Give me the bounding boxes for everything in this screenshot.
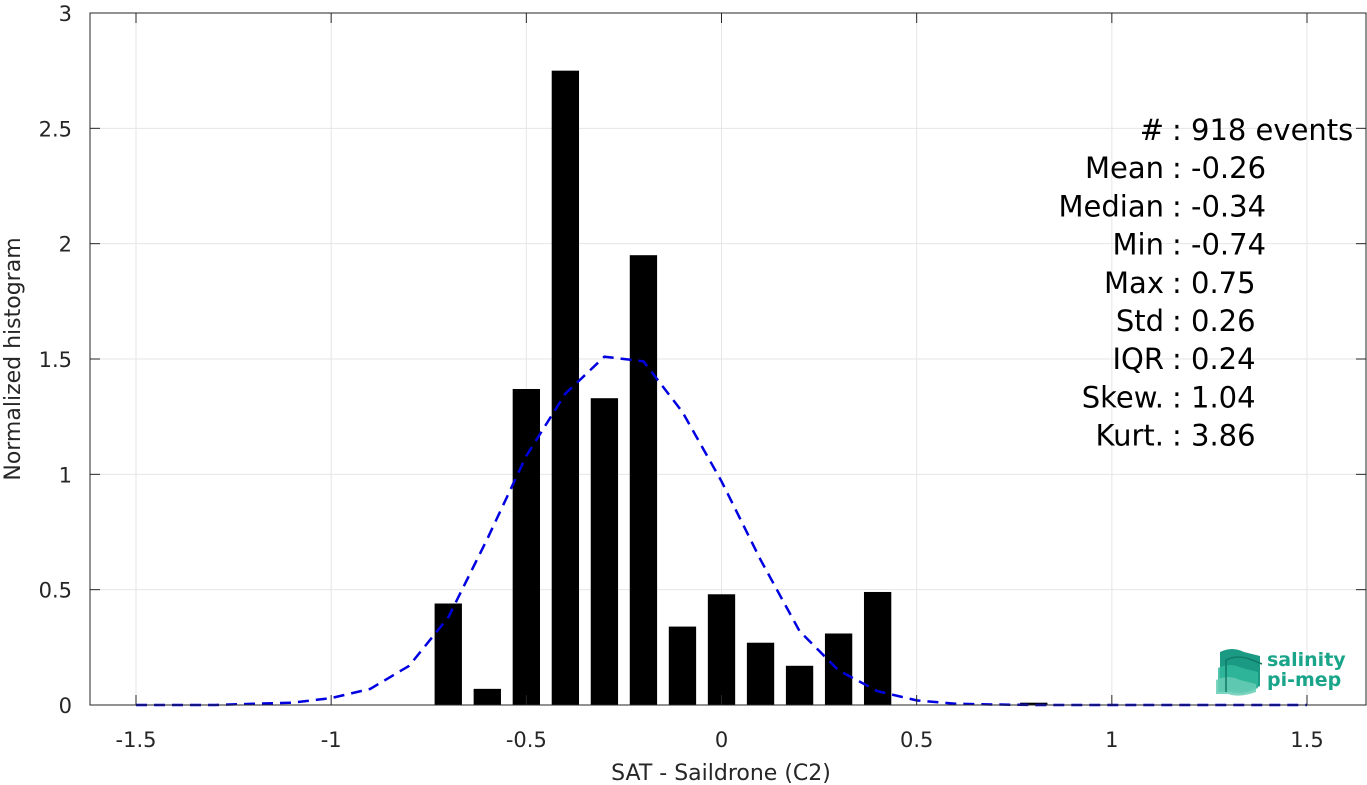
stat-value: : 0.75 [1172, 266, 1256, 300]
bars [434, 70, 1048, 705]
logo-line-2: pi-mep [1267, 669, 1341, 691]
histogram-bar [707, 594, 736, 705]
stat-value: : -0.74 [1172, 228, 1266, 262]
x-tick-label: 1 [1105, 728, 1118, 752]
stat-label: IQR [1112, 342, 1164, 376]
x-tick-label: -0.5 [506, 728, 547, 752]
stat-value: : -0.26 [1172, 151, 1266, 185]
x-tick-label: -1 [321, 728, 342, 752]
stat-value: : 918 events [1172, 113, 1353, 147]
stat-label: Skew. [1082, 380, 1164, 414]
stat-label: Median [1059, 189, 1164, 223]
histogram-bar [629, 255, 658, 705]
x-tick-label: -1.5 [116, 728, 157, 752]
histogram-bar [473, 688, 501, 705]
x-axis-label: SAT - Saildrone (C2) [611, 761, 831, 785]
logo-waves-icon [1216, 649, 1263, 696]
y-tick-label: 0 [59, 694, 72, 718]
y-tick-label: 1 [59, 463, 72, 487]
stat-value: : -0.34 [1172, 189, 1266, 223]
stat-label: Max [1104, 266, 1164, 300]
axes [89, 12, 1367, 706]
histogram-bar [746, 642, 775, 705]
stat-label: Std [1116, 304, 1164, 338]
histogram-bar [824, 633, 853, 705]
histogram-bar [590, 398, 619, 705]
histogram-bar [668, 626, 697, 705]
y-axis-label: Normalized histogram [1, 237, 26, 480]
salinity-pi-mep-logo: salinity pi-mep [1216, 649, 1346, 696]
y-tick-label: 3 [59, 2, 72, 26]
stat-value: : 0.26 [1172, 304, 1256, 338]
histogram-bar [1020, 702, 1048, 705]
stat-value: : 1.04 [1172, 380, 1256, 414]
logo-line-1: salinity [1267, 649, 1346, 671]
tick-labels: -1.5 -1 -0.5 0 0.5 1 1.5 0 0.5 1 1.5 2 2.5 3 [39, 2, 1324, 752]
y-tick-label: 0.5 [39, 579, 72, 603]
x-tick-label: 0 [715, 728, 728, 752]
histogram-bar [512, 388, 540, 705]
stat-value: : 3.86 [1172, 419, 1256, 453]
x-tick-label: 1.5 [1290, 728, 1323, 752]
x-tick-label: 0.5 [900, 728, 933, 752]
y-tick-label: 1.5 [39, 348, 72, 372]
histogram-bar [434, 603, 462, 705]
stat-label: # [1140, 113, 1164, 147]
stat-label: Mean [1085, 151, 1164, 185]
histogram-bar [785, 665, 814, 705]
stat-value: : 0.24 [1172, 342, 1256, 376]
stat-label: Kurt. [1096, 419, 1164, 453]
y-tick-label: 2.5 [39, 117, 72, 141]
histogram-bar [863, 591, 892, 705]
stat-label: Min [1113, 228, 1164, 262]
histogram-bar [551, 70, 580, 705]
y-tick-label: 2 [59, 233, 72, 257]
